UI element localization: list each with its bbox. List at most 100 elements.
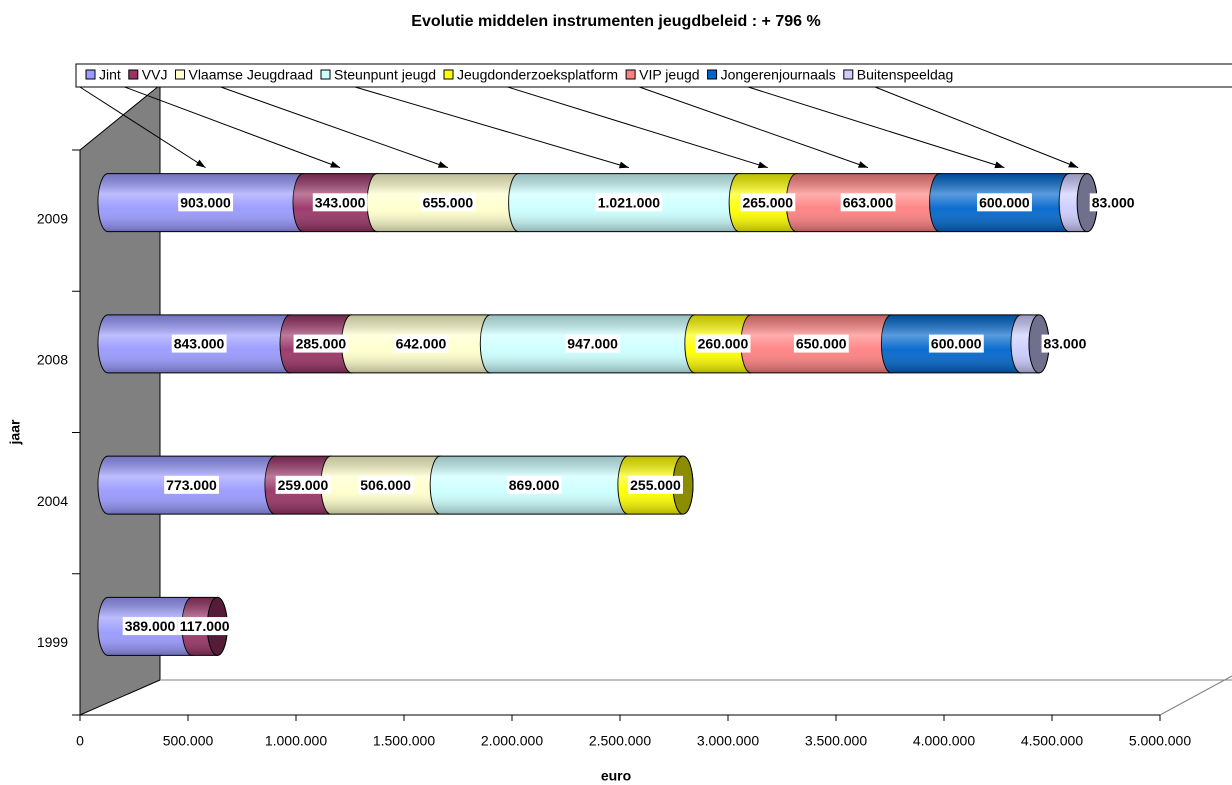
legend-label: VIP jeugd	[639, 67, 699, 83]
legend-pointer-head	[757, 161, 768, 169]
bar-end-cap-shade	[1028, 314, 1049, 373]
data-label-box	[1089, 193, 1137, 212]
x-tick-label: 4.500.000	[1021, 733, 1083, 749]
x-tick-label: 0	[76, 733, 84, 749]
data-label: 655.000	[423, 194, 474, 210]
bar-end-cap-shade	[672, 456, 693, 515]
x-axis-label: euro	[601, 768, 631, 784]
legend-swatch	[320, 69, 331, 80]
legend-swatch	[625, 69, 636, 80]
data-label-box	[312, 193, 368, 212]
legend-pointer-head	[994, 161, 1005, 169]
legend-swatch	[707, 69, 718, 80]
legend-pointer-head	[618, 161, 629, 169]
data-label-box	[977, 193, 1032, 212]
y-axis-label: jaar	[7, 419, 23, 445]
data-label: 947.000	[567, 336, 618, 352]
legend-label: Jeugdonderzoeksplatform	[457, 67, 618, 83]
data-label-box	[178, 193, 234, 212]
data-label-box	[1041, 334, 1089, 353]
data-label: 642.000	[396, 336, 447, 352]
legend-pointer	[874, 86, 1079, 169]
x-tick-label: 5.000.000	[1129, 733, 1191, 749]
data-label: 260.000	[698, 336, 749, 352]
data-label: 600.000	[931, 336, 982, 352]
data-label: 600.000	[979, 194, 1030, 210]
y-tick-label: 1999	[37, 634, 68, 650]
data-label-box	[595, 193, 663, 212]
data-label-box	[358, 475, 414, 494]
data-label-box	[293, 334, 349, 353]
x-tick-label: 3.000.000	[697, 733, 759, 749]
data-label-box	[164, 475, 219, 494]
data-label: 1.021.000	[598, 194, 660, 210]
x-tick-label: 3.500.000	[805, 733, 867, 749]
legend-pointer-head	[857, 161, 868, 168]
data-label: 255.000	[630, 477, 681, 493]
data-label-box	[793, 334, 849, 353]
y-tick-label: 2008	[37, 352, 68, 368]
legend-pointer	[124, 86, 341, 169]
data-label: 265.000	[742, 194, 793, 210]
legend-pointer-head	[195, 159, 206, 168]
legend-swatch	[85, 69, 96, 80]
bar-end-cap-shade	[1077, 173, 1098, 232]
legend-pointer	[220, 86, 449, 169]
data-label-box	[840, 193, 896, 212]
data-label-box	[122, 617, 178, 636]
x-tick-label: 2.500.000	[589, 733, 651, 749]
data-label: 389.000	[125, 618, 176, 634]
x-tick-label: 1.000.000	[265, 733, 327, 749]
data-label: 259.000	[278, 477, 329, 493]
x-tick-label: 1.500.000	[373, 733, 435, 749]
x-tick-label: 2.000.000	[481, 733, 543, 749]
data-label: 117.000	[180, 618, 230, 634]
data-label: 773.000	[166, 477, 217, 493]
data-label-box	[275, 475, 331, 494]
data-label-box	[928, 334, 984, 353]
legend-pointer	[748, 86, 1005, 169]
data-label: 869.000	[509, 477, 560, 493]
legend-pointer	[354, 86, 630, 169]
legend-swatch	[443, 69, 454, 80]
legend-swatch	[128, 69, 139, 80]
data-label-box	[420, 193, 476, 212]
legend-label: Vlaamse Jeugdraad	[188, 67, 313, 83]
data-label-box	[393, 334, 449, 353]
chart-title: Evolutie middelen instrumenten jeugdbele…	[411, 13, 820, 30]
data-label: 83.000	[1092, 194, 1135, 210]
data-label: 663.000	[843, 194, 894, 210]
legend-label: Steunpunt jeugd	[334, 67, 436, 83]
legend-label: Buitenspeeldag	[857, 67, 954, 83]
legend-pointer	[639, 86, 869, 169]
data-label-box	[177, 617, 232, 636]
legend-label: Jongerenjournaals	[721, 67, 836, 83]
data-label: 903.000	[180, 194, 231, 210]
data-label: 506.000	[360, 477, 411, 493]
legend-pointer	[79, 86, 206, 169]
y-tick-label: 2009	[37, 210, 68, 226]
legend-label: VVJ	[142, 67, 168, 83]
x-tick-label: 4.000.000	[913, 733, 975, 749]
legend-pointer	[507, 86, 768, 169]
data-label: 343.000	[315, 194, 366, 210]
legend-pointer-head	[330, 161, 341, 168]
data-label-box	[565, 334, 621, 353]
floor-side-edge	[1159, 675, 1232, 716]
data-label: 650.000	[796, 336, 847, 352]
data-label-box	[628, 475, 683, 494]
data-label-box	[171, 334, 227, 353]
data-label-box	[695, 334, 751, 353]
legend-pointer-head	[1068, 160, 1079, 168]
data-label: 843.000	[174, 336, 225, 352]
legend	[75, 63, 1232, 88]
data-label: 285.000	[296, 336, 347, 352]
data-label-box	[740, 193, 796, 212]
data-label-box	[506, 475, 562, 494]
y-tick-label: 2004	[37, 493, 68, 509]
legend-pointer-head	[437, 161, 448, 168]
legend-label: Jint	[99, 67, 121, 83]
data-label: 83.000	[1044, 336, 1087, 352]
legend-swatch	[174, 69, 185, 80]
